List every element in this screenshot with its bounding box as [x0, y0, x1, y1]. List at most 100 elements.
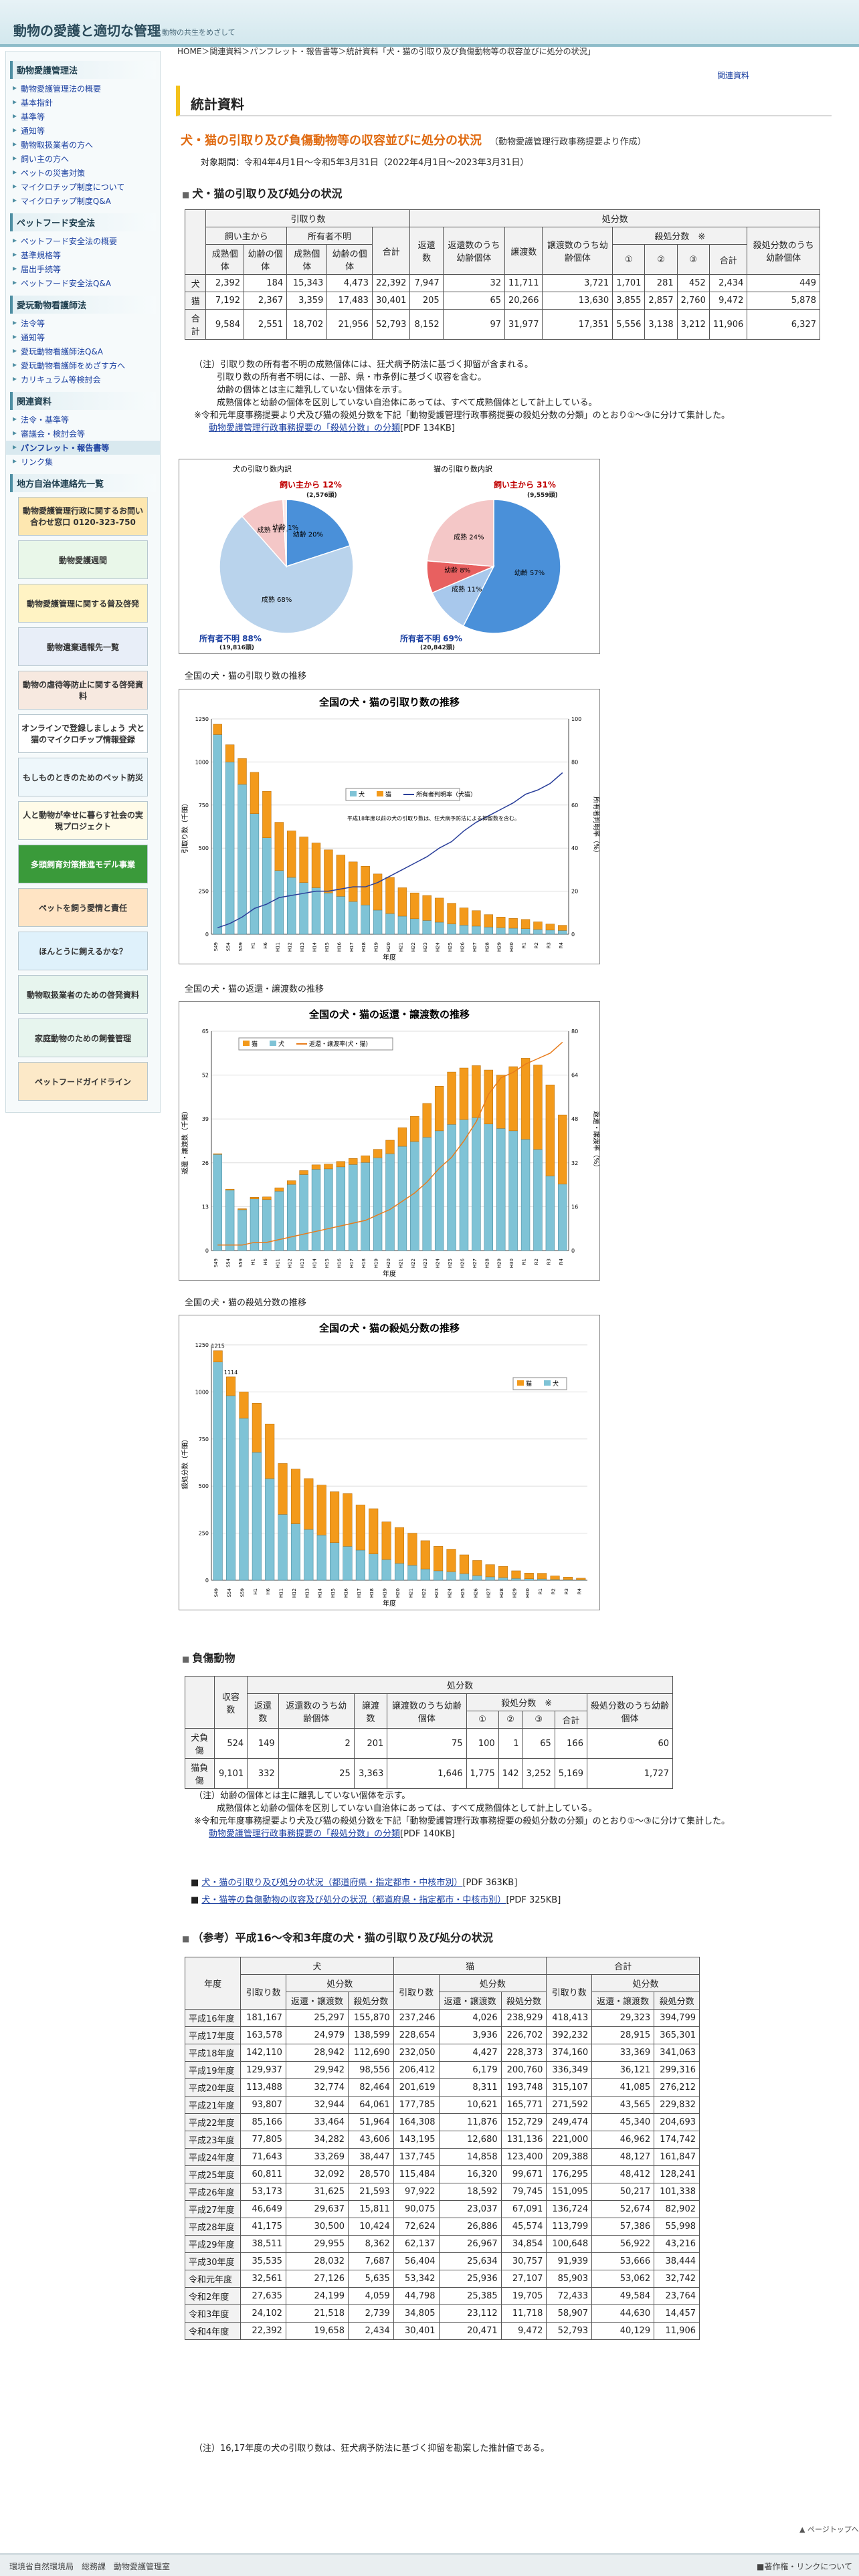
table-cell: 100,648	[546, 2235, 593, 2253]
sidebar-item-0-7[interactable]: マイクロチップ制度について	[6, 180, 160, 194]
t3-h-joto-0: 返還・譲渡数	[285, 1992, 349, 2010]
breadcrumb[interactable]: HOME＞関連資料＞パンフレット・報告書等＞統計資料「犬・猫の引取り及び負傷動物…	[177, 47, 595, 56]
y-tick-label: 52	[202, 1073, 209, 1079]
sidebar-item-3-3[interactable]: リンク集	[6, 455, 160, 469]
sidebar-banner-9[interactable]: ペットを飼う愛情と責任	[18, 888, 148, 927]
sidebar-item-0-5[interactable]: 飼い主の方へ	[6, 152, 160, 166]
sidebar-item-0-6[interactable]: ペットの災害対策	[6, 166, 160, 180]
bar-dog	[484, 926, 494, 935]
t3-h-joto-2: 返還・譲渡数	[591, 1992, 655, 2010]
table-cell: 9,472	[708, 292, 748, 310]
note-link[interactable]: 動物愛護管理行政事務提要の「殺処分数」の分類[PDF 140KB]	[194, 1828, 836, 1840]
download-link-2-text[interactable]: 犬・猫等の負傷動物の収容及び処分の状況（都道府県・指定都市・中核市別）	[201, 1895, 506, 1905]
site-title[interactable]: 動物の愛護と適切な管理	[13, 23, 161, 39]
table-cell: 3,212	[676, 309, 710, 340]
sidebar-item-3-1[interactable]: 審議会・検討会等	[6, 427, 160, 441]
bar-dog	[304, 1529, 314, 1581]
sidebar-banner-11[interactable]: 動物取扱業者のための啓発資料	[18, 975, 148, 1014]
sidebar-banner-6[interactable]: もしものときのためのペット防災	[18, 758, 148, 796]
footer-copyright-link[interactable]: ■著作権・リンクについて	[757, 2562, 852, 2571]
table-cell: 11,906	[654, 2322, 700, 2340]
sidebar-item-0-1[interactable]: 基本指針	[6, 96, 160, 110]
table-cell: 229,832	[654, 2096, 700, 2114]
sidebar-section-1[interactable]: ペットフード安全法	[10, 213, 156, 231]
sidebar-item-3-2[interactable]: パンフレット・報告書等	[6, 441, 160, 455]
sidebar-section-2[interactable]: 愛玩動物看護師法	[10, 296, 156, 314]
bar-dog	[381, 1559, 391, 1581]
sidebar-item-1-1[interactable]: 基準規格等	[6, 248, 160, 262]
x-tick-label: R1	[522, 1259, 527, 1265]
t3-h-joto-1: 返還・譲渡数	[438, 1992, 502, 2010]
download-link-1[interactable]: ■ 犬・猫の引取り及び処分の状況（都道府県・指定都市・中核市別）[PDF 363…	[191, 1878, 518, 1888]
classification-pdf-link[interactable]: 動物愛護管理行政事務提要の「殺処分数」の分類	[209, 423, 401, 433]
sidebar-item-2-1[interactable]: 通知等	[6, 330, 160, 344]
table-cell: 193,748	[500, 2078, 547, 2097]
bar-dog	[410, 1141, 419, 1251]
bar-dog	[252, 1452, 262, 1581]
sidebar-item-2-4[interactable]: カリキュラム等検討会	[6, 372, 160, 387]
sidebar-item-0-8[interactable]: マイクロチップ制度Q&A	[6, 194, 160, 208]
fig2-label: 全国の犬・猫の返還・譲渡数の推移	[185, 984, 324, 994]
page-top-link[interactable]: ▲ ページトップへ	[799, 2524, 859, 2535]
sidebar-banner-2[interactable]: 動物愛護管理に関する普及啓発	[18, 584, 148, 623]
note-link[interactable]: 動物愛護管理行政事務提要の「殺処分数」の分類[PDF 134KB]	[194, 422, 836, 435]
table-cell: 1,775	[466, 1758, 499, 1789]
sidebar-item-1-3[interactable]: ペットフード安全法Q&A	[6, 276, 160, 290]
sidebar-banner-10[interactable]: ほんとうに飼えるかな？	[18, 932, 148, 970]
download-link-2[interactable]: ■ 犬・猫等の負傷動物の収容及び処分の状況（都道府県・指定都市・中核市別）[PD…	[191, 1895, 561, 1905]
bar-cat	[496, 1075, 506, 1129]
table-cell: 22,392	[371, 274, 411, 292]
bar-dog	[361, 1162, 370, 1251]
sidebar-item-0-3[interactable]: 通知等	[6, 124, 160, 138]
site-subtitle: 人と動物の共生をめざして	[147, 28, 235, 37]
table-cell: 25,936	[438, 2270, 502, 2288]
sidebar-item-0-4[interactable]: 動物取扱業者の方へ	[6, 138, 160, 152]
sidebar-banner-1[interactable]: 動物愛護週間	[18, 540, 148, 579]
table-cell: 22,392	[240, 2322, 286, 2340]
table-cell: 4,473	[326, 274, 373, 292]
bar-dog	[496, 927, 506, 935]
table-cell: 19,705	[500, 2287, 547, 2305]
sidebar-banner-13[interactable]: ペットフードガイドライン	[18, 1062, 148, 1101]
sidebar-banner-8[interactable]: 多頭飼育対策推進モデル事業	[18, 845, 148, 883]
sidebar-item-3-0[interactable]: 法令・基準等	[6, 413, 160, 427]
sidebar-item-0-2[interactable]: 基準等	[6, 110, 160, 124]
table-cell: 131,136	[500, 2131, 547, 2149]
sidebar-section-0[interactable]: 動物愛護管理法	[10, 61, 156, 79]
cat-owner-pct: 飼い主から 31%	[493, 479, 556, 490]
bar-dog	[508, 1130, 518, 1251]
table-cell: 23,112	[438, 2304, 502, 2323]
row-label: 猫	[184, 292, 207, 310]
sidebar-item-2-3[interactable]: 愛玩動物看護師をめざす方へ	[6, 358, 160, 372]
sidebar-item-2-0[interactable]: 法令等	[6, 316, 160, 330]
sidebar-item-1-0[interactable]: ペットフード安全法の概要	[6, 234, 160, 248]
classification-pdf-link[interactable]: 動物愛護管理行政事務提要の「殺処分数」の分類	[209, 1829, 401, 1839]
chart-title: 全国の犬・猫の殺処分数の推移	[318, 1322, 460, 1334]
sidebar-section-3[interactable]: 関連資料	[10, 392, 156, 410]
t2-h-shuyo: 収容数	[213, 1676, 248, 1729]
t3-h-hikitori-2: 引取り数	[546, 1974, 593, 2010]
sidebar-item-2-2[interactable]: 愛玩動物看護師法Q&A	[6, 344, 160, 358]
sidebar-banner-0[interactable]: 動物愛護管理行政に関するお問い合わせ窓口 0120-323-750	[18, 497, 148, 536]
row-label: 平成18年度	[184, 2044, 242, 2062]
sidebar-item-1-2[interactable]: 届出手続等	[6, 262, 160, 276]
sidebar-banner-4[interactable]: 動物の虐待等防止に関する啓発資料	[18, 671, 148, 710]
sidebar-banner-7[interactable]: 人と動物が幸せに暮らす社会の実現プロジェクト	[18, 801, 148, 840]
table-cell: 365,301	[654, 2026, 700, 2044]
table-cell: 3,855	[612, 292, 646, 310]
sidebar-banner-5[interactable]: オンラインで登録しましょう 犬と猫のマイクロチップ情報登録	[18, 714, 148, 753]
x-tick-label: H24	[436, 1258, 441, 1268]
bar-dog	[422, 920, 432, 935]
page-category-tag[interactable]: 関連資料	[717, 71, 750, 80]
bar-dog	[508, 928, 518, 935]
legend-label: 返還・譲渡率(犬・猫)	[309, 1040, 368, 1048]
sidebar-item-0-0[interactable]: 動物愛護管理法の概要	[6, 82, 160, 96]
table-cell: 138,599	[348, 2026, 394, 2044]
t1-h-satsu-y: 殺処分数のうち幼齢個体	[747, 227, 820, 275]
legend-swatch	[270, 1041, 276, 1046]
sidebar-banner-3[interactable]: 動物遺棄通報先一覧	[18, 627, 148, 666]
table-cell: 2	[278, 1728, 355, 1759]
sidebar-banner-12[interactable]: 家庭動物のための飼養管理	[18, 1018, 148, 1057]
sidebar-section-4[interactable]: 地方自治体連絡先一覧	[10, 474, 156, 492]
download-link-1-text[interactable]: 犬・猫の引取り及び処分の状況（都道府県・指定都市・中核市別）	[201, 1878, 463, 1888]
